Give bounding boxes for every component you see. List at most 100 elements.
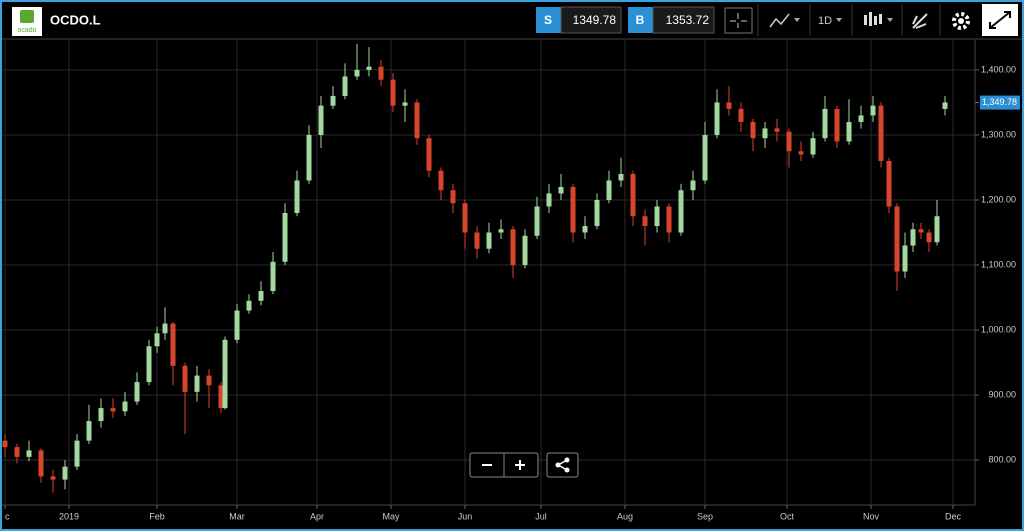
candle-body xyxy=(558,186,564,194)
candle-body xyxy=(62,466,68,480)
logo-mark xyxy=(20,10,34,23)
zoom-in-button[interactable] xyxy=(515,460,525,470)
candle-body xyxy=(810,138,816,155)
candle-body xyxy=(846,121,852,142)
candle-body xyxy=(182,365,188,392)
candle-body xyxy=(246,300,252,311)
buy-price-box[interactable] xyxy=(652,6,715,34)
candles-button[interactable] xyxy=(864,12,882,26)
candle-body xyxy=(402,102,408,106)
sell-price-box[interactable] xyxy=(560,6,622,34)
settings-center xyxy=(958,18,964,24)
share-button[interactable] xyxy=(546,452,579,478)
x-tick-label: May xyxy=(382,511,400,521)
candle-body xyxy=(306,134,312,181)
candle-body xyxy=(330,95,336,106)
plot: 800.00 900.00 1,000.00 1,100.00 1,200.00 1,30… xyxy=(0,40,1020,521)
x-tick-label: Apr xyxy=(310,511,324,521)
x-tick-label: Aug xyxy=(617,511,633,521)
candle-body xyxy=(870,105,876,116)
last-price-label: 1,349.78 xyxy=(982,97,1017,107)
y-tick-label: 1,100.00 xyxy=(981,259,1016,269)
fullscreen-icon xyxy=(989,11,1011,29)
candle-body xyxy=(162,323,168,334)
candle-body xyxy=(510,229,516,266)
candle-body xyxy=(462,203,468,233)
candle-body xyxy=(110,408,116,412)
candle-body xyxy=(630,173,636,217)
candle-body xyxy=(546,193,552,207)
x-tick-label: c xyxy=(5,511,10,521)
x-tick-label: Nov xyxy=(863,511,880,521)
candle-body xyxy=(354,69,360,77)
y-tick-label: 800.00 xyxy=(988,455,1016,465)
logo-text: ocado xyxy=(17,27,36,34)
dropdown-arrow xyxy=(794,18,800,22)
x-tick-label: Feb xyxy=(149,511,165,521)
candle-body xyxy=(858,115,864,122)
candle-body xyxy=(642,216,648,226)
y-tick-label: 1,300.00 xyxy=(981,129,1016,139)
candle-body xyxy=(206,375,212,386)
candle-body xyxy=(414,102,420,139)
candle-body xyxy=(270,261,276,292)
x-tick-label: Jun xyxy=(458,511,473,521)
crosshair-button[interactable] xyxy=(724,7,753,34)
candle-body xyxy=(934,216,940,243)
candle-body xyxy=(902,245,908,272)
candle-body xyxy=(2,440,8,448)
draw-button[interactable] xyxy=(912,13,928,29)
toolbar xyxy=(0,0,1024,39)
y-tick-label: 900.00 xyxy=(988,389,1016,399)
buy-price: 1353.72 xyxy=(666,13,710,27)
sell-price: 1349.78 xyxy=(573,13,617,27)
candle-body xyxy=(146,346,152,383)
candle-body xyxy=(594,199,600,226)
chart-type-button[interactable] xyxy=(769,13,790,28)
x-tick-label: Dec xyxy=(945,511,962,521)
share-dot xyxy=(564,457,570,463)
candle-body xyxy=(50,476,56,480)
candle-body xyxy=(234,310,240,340)
buy-label: B xyxy=(636,13,645,27)
candle-body xyxy=(474,232,480,249)
candle-body xyxy=(522,235,528,266)
candle-body xyxy=(762,128,768,139)
candle-body xyxy=(98,408,104,422)
candle-body xyxy=(366,66,372,70)
candle-body xyxy=(438,170,444,191)
y-tick-label: 1,400.00 xyxy=(981,64,1016,74)
candle-body xyxy=(926,232,932,243)
candle-body xyxy=(534,206,540,236)
sell-button[interactable] xyxy=(536,7,561,33)
candle-body xyxy=(702,134,708,181)
candle-body xyxy=(342,76,348,96)
interval[interactable]: 1D xyxy=(818,15,832,27)
candle-body xyxy=(498,229,504,233)
share-dot xyxy=(564,467,570,473)
x-tick-label: 2019 xyxy=(59,511,79,521)
candle-body xyxy=(74,440,80,467)
candle-body xyxy=(910,229,916,246)
ticker: OCDO.L xyxy=(50,12,101,27)
buy-button[interactable] xyxy=(628,7,653,33)
candle-body xyxy=(294,180,300,213)
candle-body xyxy=(426,138,432,171)
dropdown-arrow xyxy=(836,18,842,22)
candle-body xyxy=(122,401,128,412)
candle-body xyxy=(582,226,588,233)
candle-body xyxy=(170,323,176,366)
candle-body xyxy=(570,186,576,233)
candle-body xyxy=(678,190,684,233)
settings-button[interactable] xyxy=(952,12,970,30)
sell-label: S xyxy=(544,13,552,27)
candle-body xyxy=(486,232,492,249)
candle-body xyxy=(450,190,456,204)
share-dot xyxy=(555,462,561,468)
candle-body xyxy=(750,121,756,139)
candle-body xyxy=(786,131,792,152)
candle-body xyxy=(886,160,892,207)
